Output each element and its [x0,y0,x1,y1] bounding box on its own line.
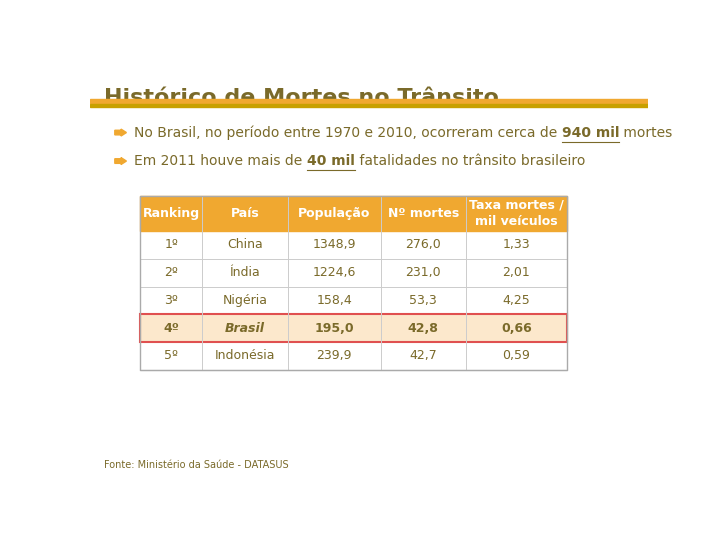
Text: 0,59: 0,59 [503,349,530,362]
Bar [140,231,567,259]
Text: Brasil: Brasil [225,322,265,335]
Text: 231,0: 231,0 [405,266,441,279]
Bar [140,314,567,342]
Bar [90,99,648,103]
Text: 4,25: 4,25 [503,294,530,307]
Text: 1224,6: 1224,6 [312,266,356,279]
Text: Nº mortes: Nº mortes [387,207,459,220]
Text: 0,66: 0,66 [501,322,531,335]
Text: No Brasil, no período entre 1970 e 2010, ocorreram cerca de: No Brasil, no período entre 1970 e 2010,… [134,125,562,140]
Text: 4º: 4º [163,322,179,335]
Text: Taxa mortes /
mil veículos: Taxa mortes / mil veículos [469,199,564,228]
Text: Em 2011 houve mais de: Em 2011 houve mais de [134,154,307,168]
Text: Ranking: Ranking [143,207,200,220]
Text: 42,8: 42,8 [408,322,438,335]
Text: fatalidades no trânsito brasileiro: fatalidades no trânsito brasileiro [355,154,585,168]
Text: 276,0: 276,0 [405,239,441,252]
Bar [90,104,648,107]
Bar [140,195,567,231]
Text: China: China [227,239,263,252]
Text: Fonte: Ministério da Saúde - DATASUS: Fonte: Ministério da Saúde - DATASUS [104,460,289,470]
Text: 239,9: 239,9 [316,349,352,362]
Bar [140,342,567,370]
Bar [140,287,567,314]
Bar [140,195,567,370]
Text: Nigéria: Nigéria [222,294,268,307]
Text: 42,7: 42,7 [410,349,437,362]
Text: 2,01: 2,01 [503,266,530,279]
Text: 1,33: 1,33 [503,239,530,252]
Text: 5º: 5º [164,349,179,362]
Bar [140,314,567,342]
Text: 195,0: 195,0 [315,322,354,335]
Text: 1348,9: 1348,9 [312,239,356,252]
Text: Índia: Índia [230,266,261,279]
Text: País: País [230,207,259,220]
Text: 940 mil: 940 mil [562,126,619,139]
Text: 158,4: 158,4 [316,294,352,307]
Text: 3º: 3º [164,294,179,307]
Text: Indonésia: Indonésia [215,349,275,362]
FancyArrow shape [114,129,127,136]
Text: 53,3: 53,3 [410,294,437,307]
Text: mortes: mortes [619,126,672,139]
Text: 2º: 2º [164,266,179,279]
Text: 1º: 1º [164,239,179,252]
Text: 40 mil: 40 mil [307,154,355,168]
FancyArrow shape [114,158,127,165]
Text: População: População [298,207,370,220]
Bar [140,259,567,287]
Text: Histórico de Mortes no Trânsito: Histórico de Mortes no Trânsito [104,88,499,108]
